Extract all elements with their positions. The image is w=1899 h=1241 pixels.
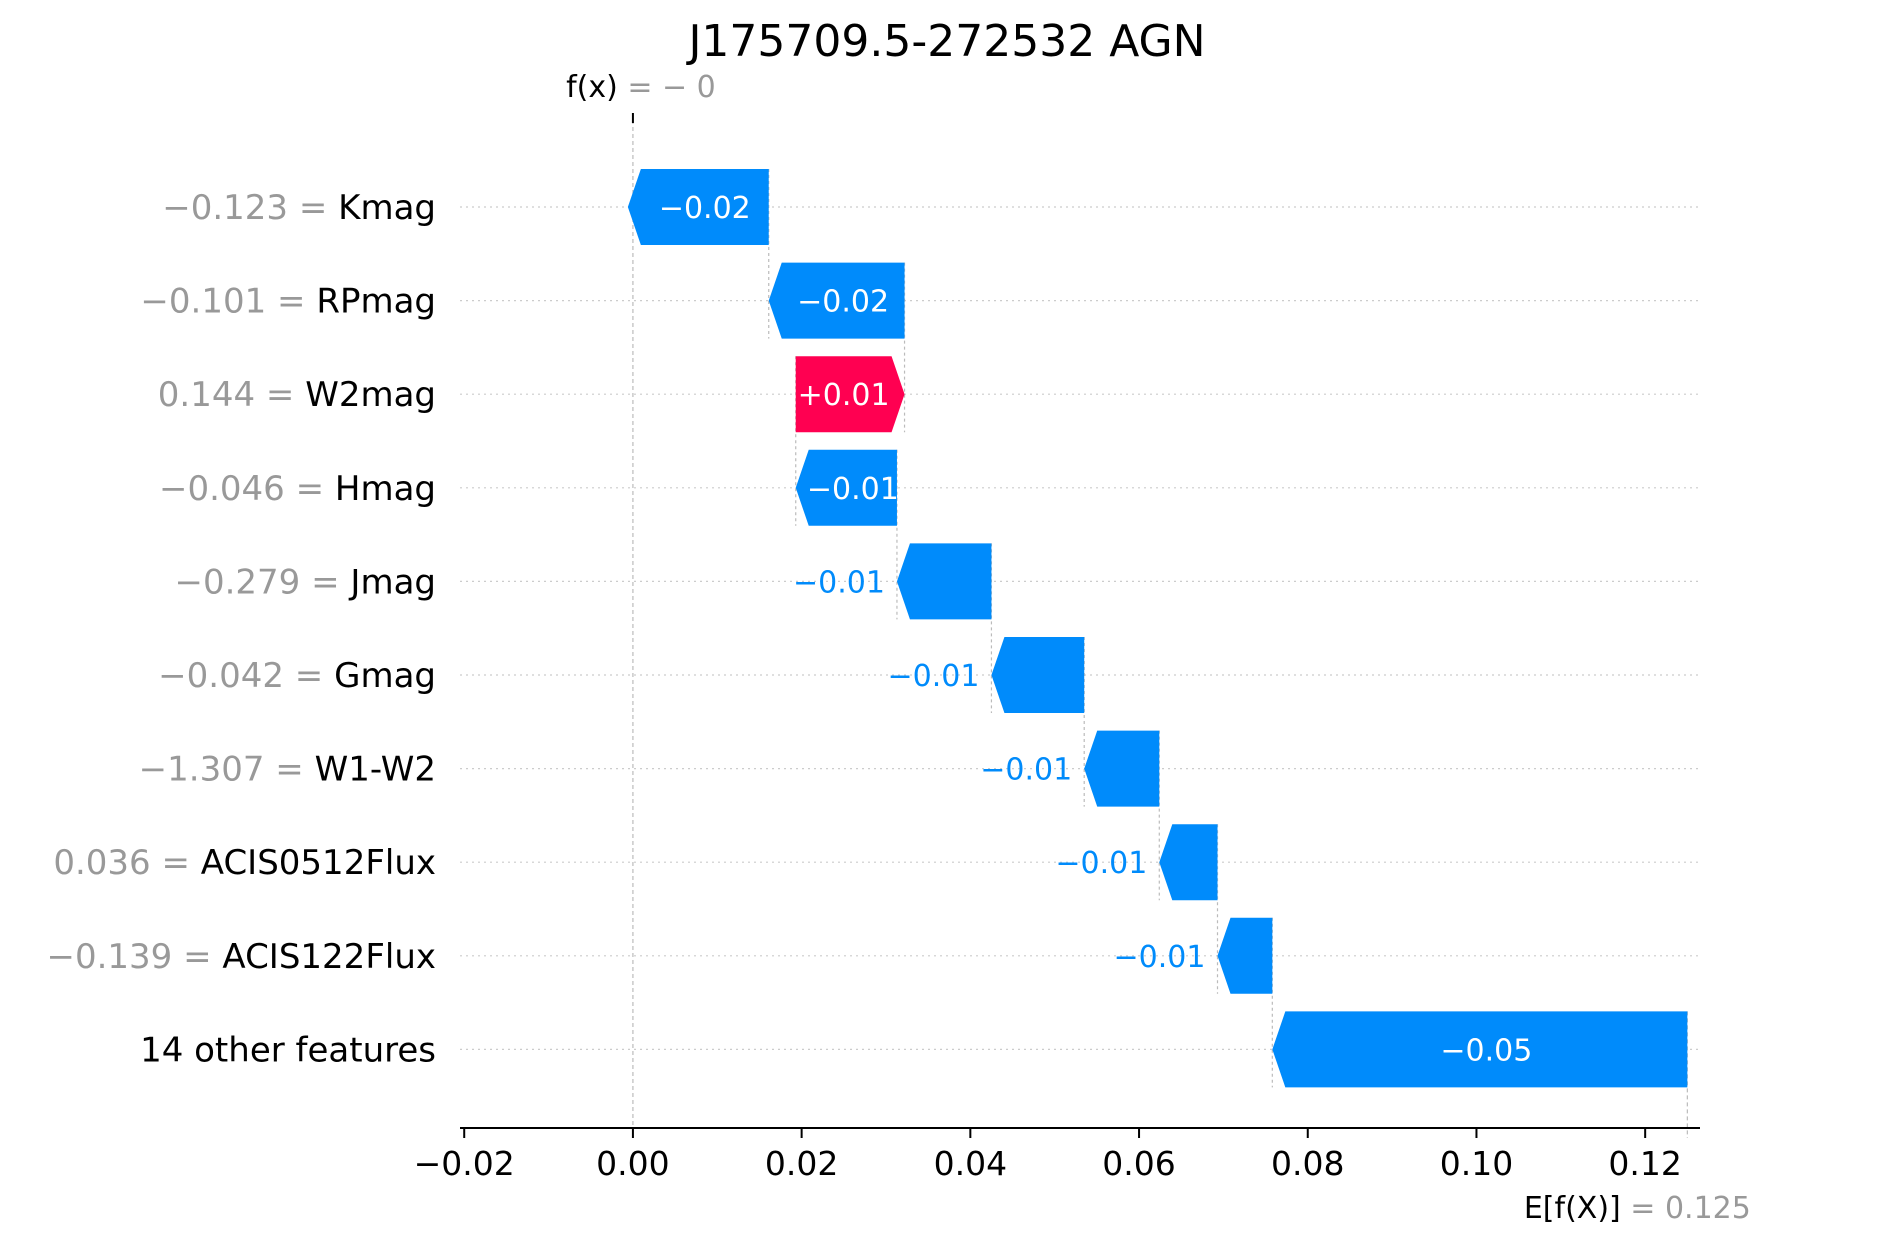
feature-value: 0.144 = <box>158 375 305 415</box>
feature-label: −0.101 = RPmag <box>140 282 436 322</box>
x-tick-label: 0.12 <box>1608 1144 1681 1183</box>
feature-label: 0.144 = W2mag <box>158 375 436 415</box>
bar-negative <box>627 169 769 245</box>
x-tick-label: 0.06 <box>1102 1144 1175 1183</box>
bar-value-label: −0.01 <box>807 472 899 507</box>
base-value: = 0.125 <box>1621 1191 1751 1226</box>
fx-name: f(x) <box>566 70 618 105</box>
feature-label: 0.036 = ACIS0512Flux <box>53 843 436 883</box>
fx-label: f(x) = − 0 <box>566 70 716 105</box>
bar-negative <box>1217 917 1273 994</box>
bar-value-label: −0.01 <box>793 565 885 600</box>
base-name: E[f(X)] <box>1524 1191 1621 1226</box>
x-tick-label: 0.02 <box>765 1144 838 1183</box>
feature-name: Jmag <box>348 562 436 602</box>
feature-label: −0.139 = ACIS122Flux <box>46 937 436 977</box>
feature-label: −0.123 = Kmag <box>162 188 436 228</box>
bar-negative <box>1272 1011 1688 1088</box>
annotations: f(x) = − 0 E[f(X)] = 0.125 <box>566 70 1751 1226</box>
feature-label: −0.046 = Hmag <box>159 469 436 509</box>
feature-label: −1.307 = W1-W2 <box>139 750 436 790</box>
feature-label: −0.042 = Gmag <box>158 656 436 696</box>
feature-name: RPmag <box>316 282 436 322</box>
bar-negative <box>1159 824 1218 901</box>
bar-value-label: −0.01 <box>887 659 979 694</box>
bar-negative <box>795 449 897 526</box>
feature-value: −0.139 = <box>46 937 222 977</box>
x-tick-label: 0.04 <box>934 1144 1007 1183</box>
feature-label: 14 other features <box>140 1030 436 1070</box>
x-tick-label: 0.08 <box>1271 1144 1344 1183</box>
feature-name: Gmag <box>334 656 436 696</box>
feature-name: Kmag <box>338 188 436 228</box>
base-value-label: E[f(X)] = 0.125 <box>1524 1191 1751 1226</box>
feature-value: −0.123 = <box>162 188 338 228</box>
feature-name: Hmag <box>335 469 436 509</box>
fx-value: = − 0 <box>618 70 716 105</box>
feature-value: −0.101 = <box>140 282 316 322</box>
bar-negative <box>991 637 1085 713</box>
feature-name: ACIS0512Flux <box>201 843 436 883</box>
bar-value-label: +0.01 <box>798 378 890 413</box>
feature-name: ACIS122Flux <box>222 937 436 977</box>
bar-value-label: −0.01 <box>1055 846 1147 881</box>
feature-name: W1-W2 <box>315 750 436 790</box>
connector-lines <box>631 113 1688 1138</box>
x-axis: −0.02 0.00 0.02 0.04 0.06 0.08 0.10 0.12 <box>414 1127 1700 1183</box>
x-tick-label: −0.02 <box>414 1144 515 1183</box>
bar-positive <box>795 356 905 433</box>
bar-negative <box>1084 730 1160 807</box>
row-gridlines <box>460 206 1700 1051</box>
feature-value: −0.046 = <box>159 469 335 509</box>
feature-name: 14 other features <box>140 1030 436 1070</box>
bars: −0.02 −0.02 +0.01 −0.01 −0.01 −0.01 −0.01 −0.01… <box>627 169 1688 1088</box>
feature-value: −0.279 = <box>174 562 350 602</box>
bar-value-label: −0.01 <box>980 753 1072 788</box>
bar-negative <box>768 262 905 339</box>
x-tick-label: 0.10 <box>1440 1144 1513 1183</box>
feature-label: −0.279 = Jmag <box>174 562 436 602</box>
feature-labels: −0.123 = Kmag −0.101 = RPmag 0.144 = W2mag… <box>46 188 436 1070</box>
x-tick-label: 0.00 <box>596 1144 669 1183</box>
bar-value-label: −0.05 <box>1440 1033 1532 1068</box>
bar-value-label: −0.01 <box>1114 940 1206 975</box>
feature-name: W2mag <box>305 375 436 415</box>
feature-value: −1.307 = <box>139 750 315 790</box>
feature-value: −0.042 = <box>158 656 334 696</box>
bar-value-label: −0.02 <box>659 191 751 226</box>
chart-title: J175709.5-272532 AGN <box>685 16 1205 67</box>
bar-negative <box>896 543 992 620</box>
feature-value: 0.036 = <box>53 843 200 883</box>
bar-value-label: −0.02 <box>797 285 889 320</box>
